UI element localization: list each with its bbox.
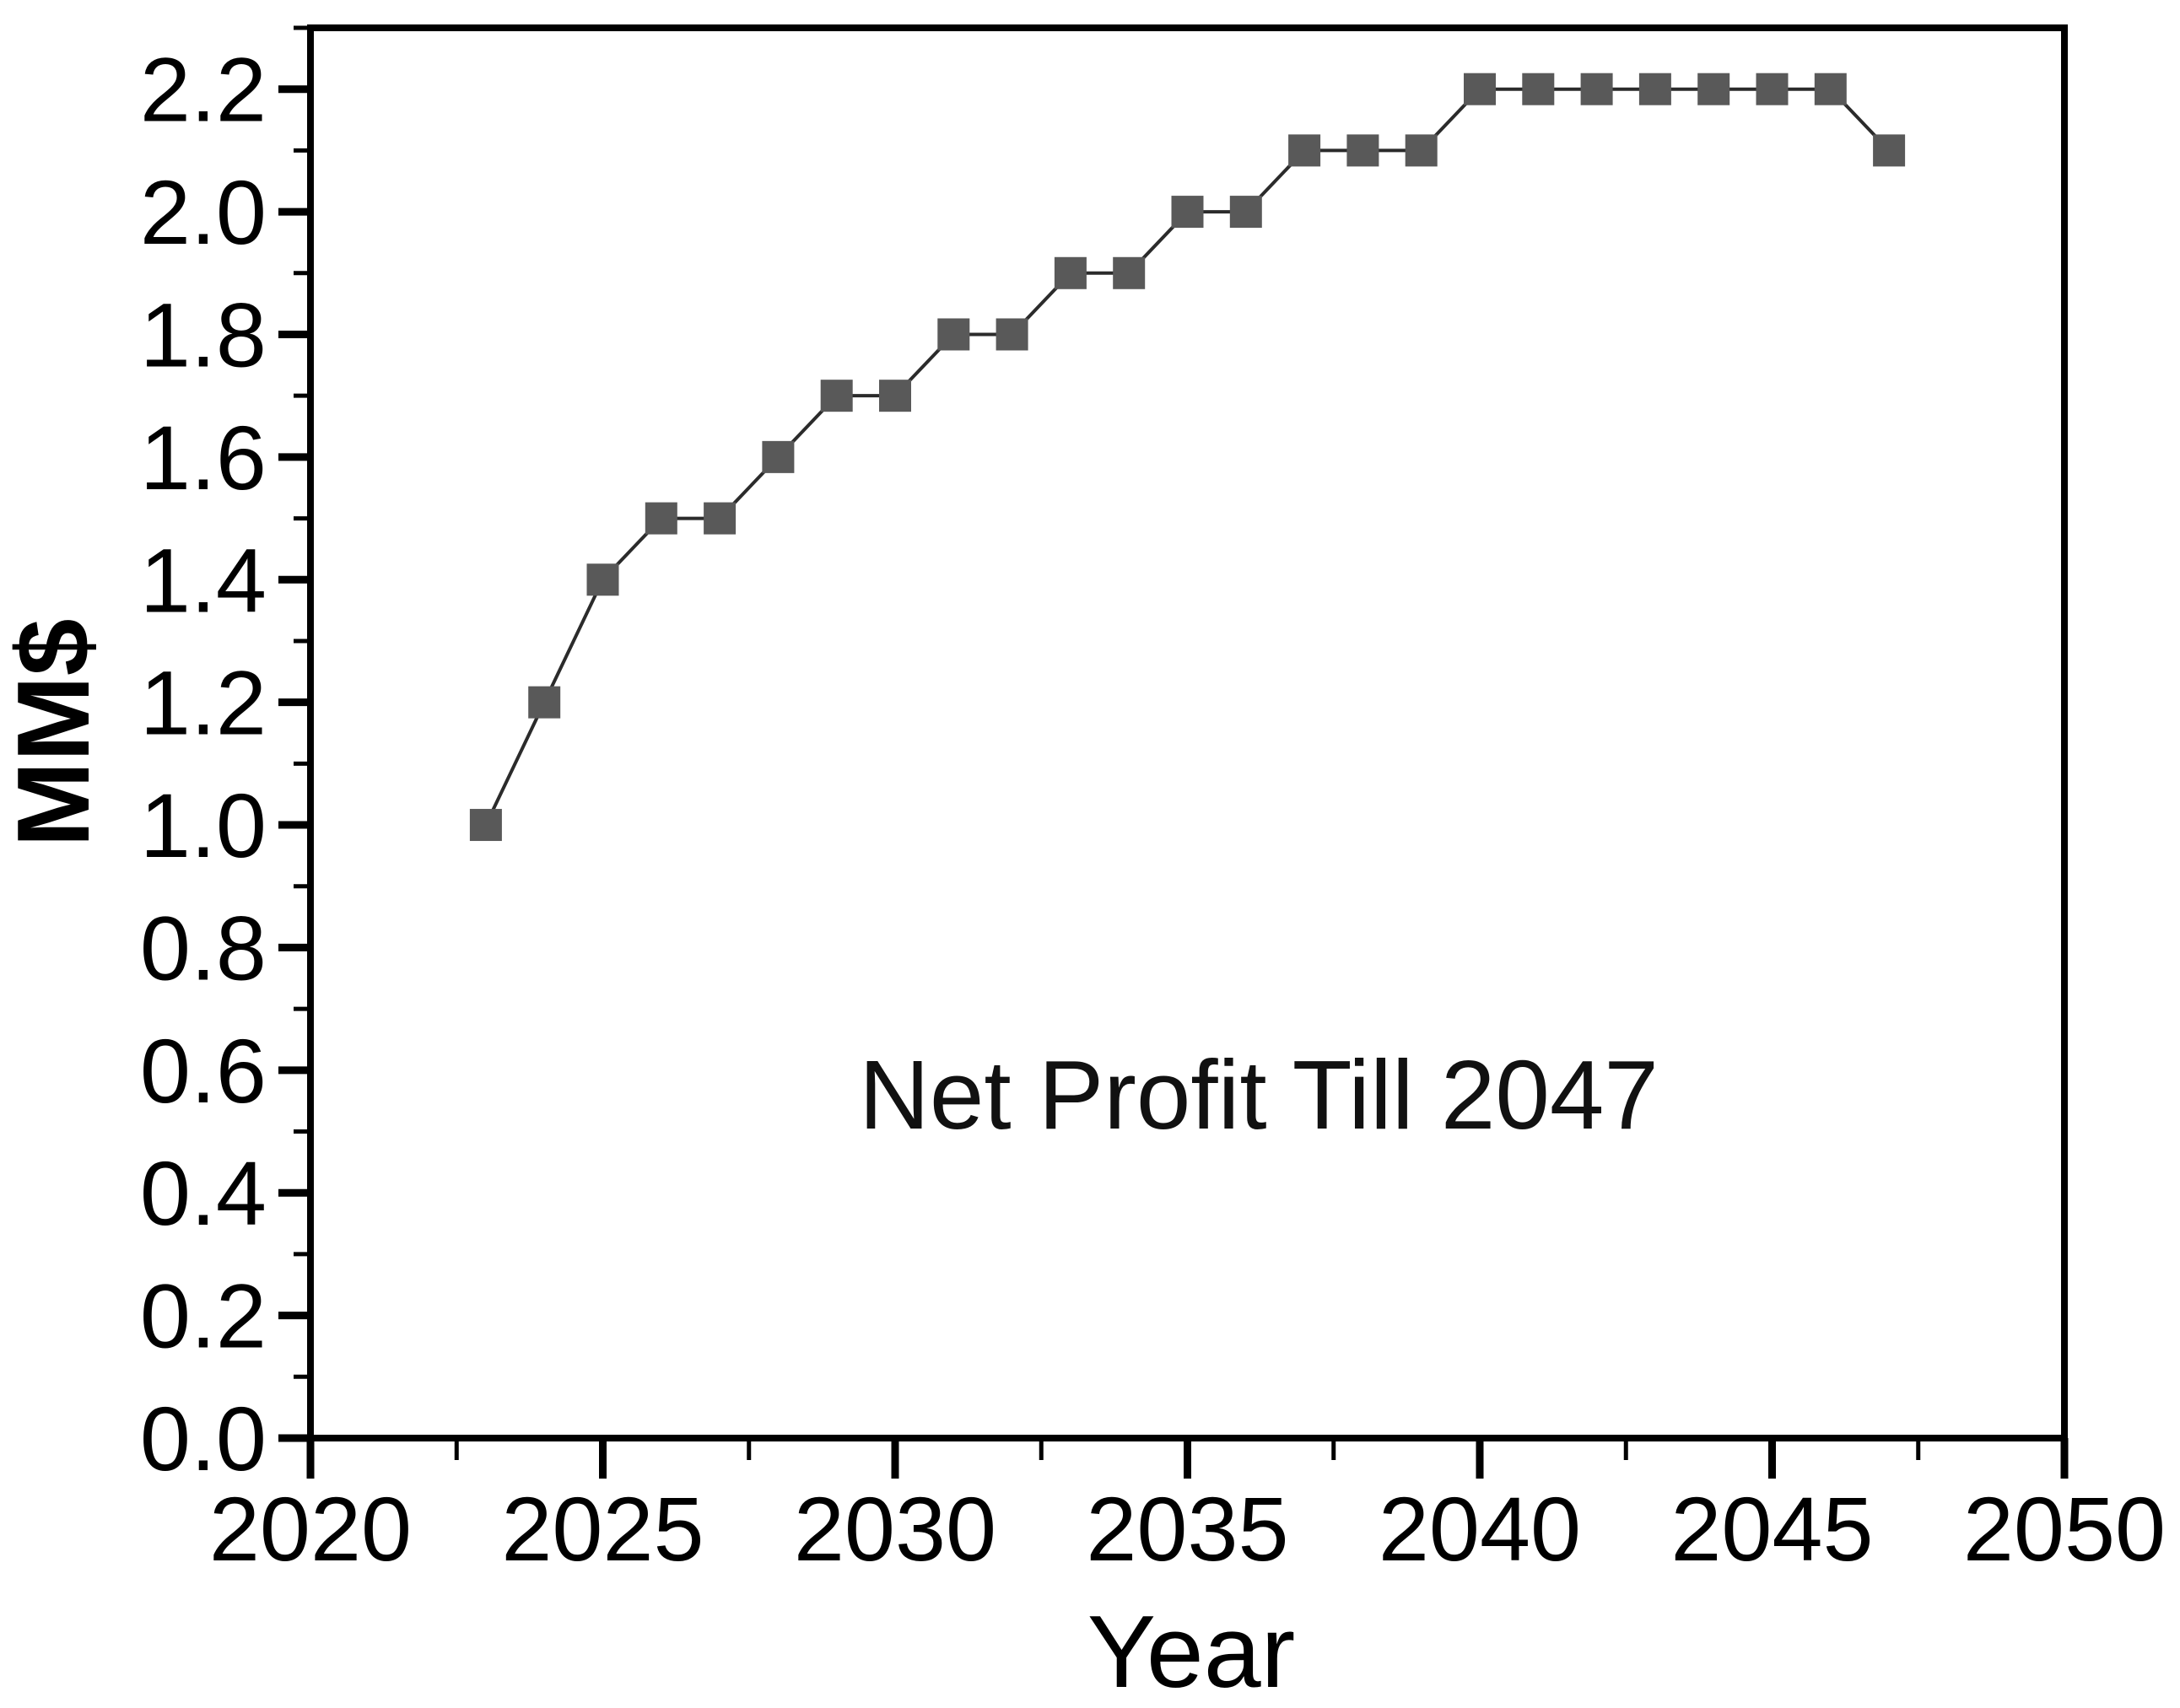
data-point-marker <box>937 318 970 351</box>
data-point-marker <box>1288 134 1321 167</box>
data-point-marker <box>704 502 737 535</box>
x-tick-label: 2025 <box>501 1478 704 1580</box>
data-point-marker <box>820 380 853 412</box>
data-point-marker <box>1756 73 1789 105</box>
data-point-marker <box>1229 196 1262 229</box>
y-tick-label: 0.8 <box>140 897 267 999</box>
data-point-marker <box>996 318 1028 351</box>
data-point-marker <box>1113 256 1146 289</box>
data-point-marker <box>1814 73 1847 105</box>
y-tick-label: 1.6 <box>140 407 267 509</box>
data-point-marker <box>879 380 911 412</box>
y-tick-label: 1.4 <box>140 529 267 631</box>
data-point-marker <box>1873 134 1906 167</box>
y-tick-label: 0.2 <box>140 1265 267 1367</box>
x-tick-label: 2040 <box>1379 1478 1581 1580</box>
data-point-marker <box>762 440 795 473</box>
x-axis-title: Year <box>1087 1594 1296 1708</box>
data-point-marker <box>645 502 677 535</box>
y-tick-label: 1.8 <box>140 283 267 385</box>
x-tick-label: 2030 <box>794 1478 996 1580</box>
data-point-marker <box>1405 134 1438 167</box>
x-tick-label: 2045 <box>1670 1478 1873 1580</box>
data-point-marker <box>469 809 502 842</box>
y-tick-label: 1.2 <box>140 652 267 754</box>
y-tick-label: 1.0 <box>140 774 267 876</box>
y-tick-label: 0.0 <box>140 1387 267 1490</box>
data-point-marker <box>1522 73 1555 105</box>
data-point-marker <box>1464 73 1496 105</box>
y-tick-label: 2.2 <box>140 39 267 141</box>
x-tick-label: 2020 <box>209 1478 412 1580</box>
data-point-marker <box>1638 73 1671 105</box>
data-point-marker <box>1580 73 1613 105</box>
y-tick-label: 0.4 <box>140 1142 267 1244</box>
data-point-marker <box>586 563 619 596</box>
plot-area: 0.0 0.2 0.4 0.6 0.8 1.0 1.2 1.4 1.6 1.8 2.0 2.2 2020… <box>140 24 2166 1580</box>
data-point-marker <box>528 686 561 719</box>
plot-frame <box>307 24 2068 1441</box>
y-axis-title: MM$ <box>0 618 111 847</box>
data-point-marker <box>1346 134 1379 167</box>
x-tick-label: 2035 <box>1086 1478 1288 1580</box>
y-tick-label: 0.6 <box>140 1020 267 1122</box>
x-tick-label: 2050 <box>1963 1478 2166 1580</box>
data-point-marker <box>1697 73 1730 105</box>
data-point-marker <box>1171 196 1204 229</box>
y-tick-label: 2.0 <box>140 161 267 263</box>
data-point-marker <box>1054 256 1087 289</box>
chart-annotation: Net Profit Till 2047 <box>859 1040 1659 1150</box>
